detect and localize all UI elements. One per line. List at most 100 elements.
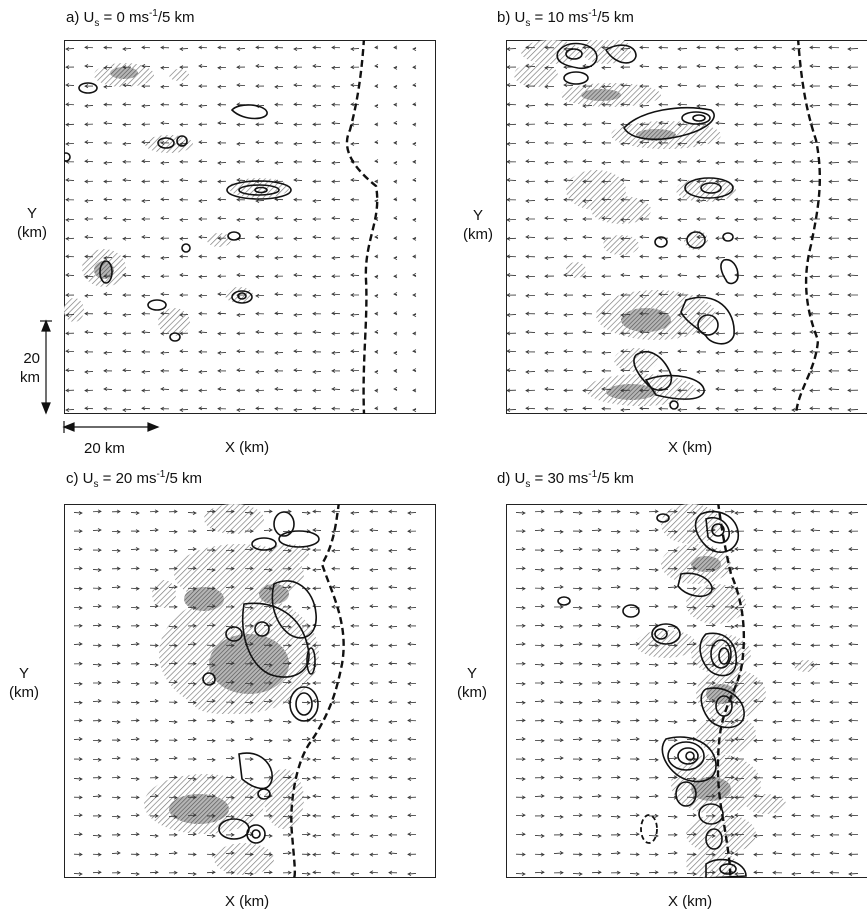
wind-vector-head — [65, 83, 70, 87]
wind-vector — [225, 816, 235, 818]
wind-vector-head — [711, 813, 716, 818]
wind-vector — [350, 512, 360, 514]
wind-vector-head — [173, 832, 178, 837]
wind-vector-head — [730, 756, 735, 761]
wind-vector-head — [715, 256, 720, 261]
wind-vector-head — [103, 292, 108, 296]
wind-vector-head — [312, 254, 317, 259]
wind-vector-head — [350, 197, 355, 202]
wind-vector-head — [848, 872, 853, 876]
wind-vector-head — [597, 568, 602, 572]
wind-vector-head — [563, 313, 568, 317]
wind-vector-head — [829, 604, 834, 609]
wind-vector-head — [331, 700, 336, 705]
wind-vector-head — [677, 236, 682, 241]
wind-vector-head — [173, 625, 178, 629]
wind-vector-head — [791, 813, 796, 818]
wind-vector-head — [103, 368, 108, 373]
wind-vector — [312, 700, 322, 702]
wind-vector-head — [230, 529, 235, 534]
wind-vector-head — [559, 604, 564, 609]
wind-vector-head — [274, 368, 279, 373]
panel-d-gust-front — [716, 504, 746, 878]
wind-vector-head — [677, 293, 682, 298]
wind-vector-head — [540, 813, 545, 818]
wind-vector — [753, 331, 764, 333]
wind-vector-head — [715, 331, 720, 336]
wind-vector-head — [582, 311, 587, 316]
wind-vector — [217, 352, 227, 354]
wind-vector — [791, 274, 802, 276]
wind-vector-head — [211, 852, 216, 857]
wind-vector — [847, 48, 859, 50]
wind-vector-head — [268, 699, 273, 703]
wind-vector-head — [192, 795, 197, 800]
wind-vector-head — [78, 566, 83, 571]
wind-vector-head — [350, 661, 355, 666]
wind-vector — [73, 738, 83, 740]
wind-vector-head — [154, 852, 159, 857]
wind-vector-head — [268, 663, 273, 667]
wind-vector — [753, 529, 764, 531]
wind-vector-head — [582, 159, 587, 164]
wind-vector-head — [848, 757, 853, 761]
wind-vector-head — [230, 680, 235, 685]
wind-vector-head — [639, 84, 644, 89]
wind-vector-head — [597, 548, 602, 553]
wind-vector-head — [388, 832, 393, 837]
wind-vector-head — [635, 547, 640, 551]
wind-vector-head — [393, 368, 398, 373]
wind-vector-head — [192, 529, 197, 534]
wind-vector-head — [828, 121, 833, 125]
wind-vector-head — [601, 45, 606, 50]
wind-vector-head — [312, 852, 317, 857]
wind-vector-head — [582, 45, 587, 50]
wind-vector-head — [734, 547, 739, 552]
wind-vector — [111, 586, 121, 588]
wind-vector-head — [578, 813, 583, 818]
wind-vector-head — [654, 757, 659, 762]
wind-vector — [198, 105, 208, 107]
wind-vector-head — [658, 45, 663, 50]
wind-vector-head — [639, 104, 644, 108]
wind-vector-head — [734, 681, 739, 686]
wind-vector-head — [734, 47, 739, 52]
wind-vector-head — [274, 102, 279, 107]
wind-vector-head — [654, 775, 659, 780]
wind-vector — [515, 643, 526, 645]
wind-vector-head — [217, 351, 222, 355]
wind-vector — [515, 738, 526, 740]
wind-vector-head — [578, 681, 583, 686]
wind-vector — [772, 257, 783, 259]
wind-vector-head — [211, 757, 216, 762]
wind-vector-head — [412, 349, 417, 354]
wind-vector-head — [673, 566, 678, 571]
wind-vector-head — [791, 217, 796, 222]
wind-vector-head — [791, 700, 796, 705]
wind-vector — [179, 48, 189, 50]
wind-vector-head — [658, 121, 663, 125]
wind-vector-head — [103, 140, 108, 145]
wind-vector-head — [350, 795, 355, 800]
wind-vector-head — [65, 122, 70, 127]
wind-vector-head — [135, 700, 140, 705]
wind-vector-head — [582, 84, 587, 89]
wind-vector-head — [78, 718, 83, 723]
wind-vector — [753, 236, 764, 238]
wind-vector-head — [331, 529, 336, 534]
wind-vector-head — [734, 529, 739, 534]
wind-vector-head — [78, 623, 83, 628]
wind-vector-head — [597, 757, 602, 762]
wind-vector-head — [407, 642, 412, 646]
wind-vector-head — [65, 331, 70, 336]
wind-vector-head — [753, 349, 758, 354]
wind-vector — [601, 162, 612, 164]
wind-vector — [553, 816, 564, 818]
wind-vector-head — [810, 623, 815, 628]
wind-vector-head — [772, 625, 777, 629]
wind-vector-head — [506, 236, 511, 241]
wind-vector — [236, 409, 246, 411]
wind-vector-head — [772, 84, 777, 89]
wind-vector-head — [192, 813, 197, 818]
wind-vector-head — [78, 605, 83, 610]
